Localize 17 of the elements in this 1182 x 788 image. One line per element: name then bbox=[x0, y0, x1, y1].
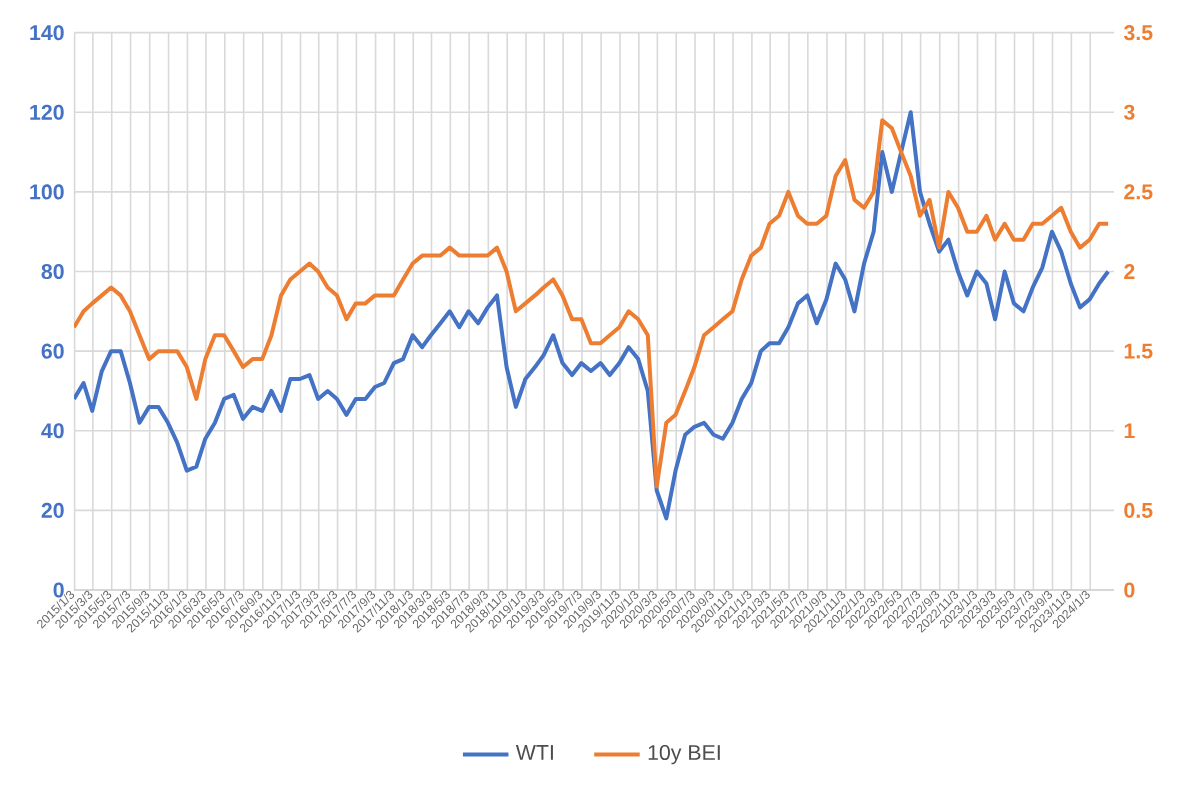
y2-tick-label: 1 bbox=[1124, 423, 1135, 439]
y2-tick-label: 0 bbox=[1124, 582, 1135, 598]
y-tick-label: 80 bbox=[41, 263, 64, 280]
y-tick-label: 20 bbox=[41, 502, 64, 518]
legend-label: 10y BEI bbox=[648, 744, 720, 765]
y2-tick-label: 3.5 bbox=[1123, 25, 1153, 41]
y2-tick-label: 0.5 bbox=[1124, 502, 1153, 518]
y-tick-label: 40 bbox=[41, 423, 64, 439]
legend-label: WTI bbox=[515, 745, 553, 760]
y2-tick-label: 1.5 bbox=[1124, 343, 1153, 359]
y2-tick-label: 3 bbox=[1123, 104, 1135, 120]
y-tick-label: 120 bbox=[30, 104, 64, 120]
y-tick-label: 100 bbox=[30, 184, 64, 200]
y2-tick-label: 2.5 bbox=[1124, 184, 1153, 200]
y-tick-label: 140 bbox=[30, 25, 64, 41]
y2-tick-label: 2 bbox=[1124, 264, 1135, 279]
y-tick-label: 60 bbox=[41, 343, 64, 359]
